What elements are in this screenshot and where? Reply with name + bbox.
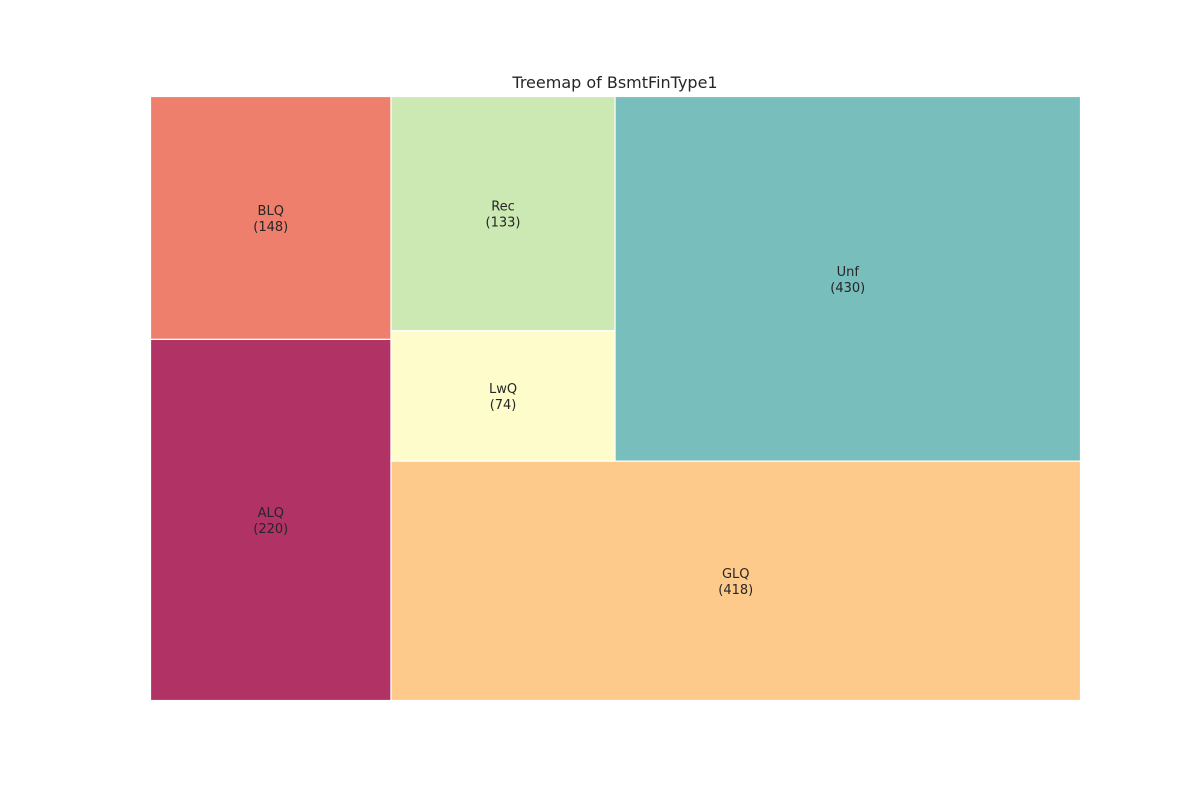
tile-value-rec: (133) <box>486 216 521 231</box>
tile-label-blq: BLQ <box>258 204 284 219</box>
tile-value-glq: (418) <box>718 583 753 598</box>
tile-label-unf: Unf <box>837 265 860 280</box>
treemap-tiles: BLQ(148) ALQ(220) Rec(133) LwQ(74) Unf(430) G… <box>149 95 1082 702</box>
tile-label-alq: ALQ <box>258 506 284 521</box>
tile-label-rec: Rec <box>491 200 515 215</box>
tile-label-glq: GLQ <box>722 567 750 582</box>
tile-unf <box>614 95 1082 462</box>
tile-blq <box>149 95 392 341</box>
tile-rec <box>390 95 616 332</box>
tile-alq <box>149 338 392 702</box>
tile-label-lwq: LwQ <box>489 382 517 397</box>
tile-lwq <box>390 330 616 462</box>
tile-value-unf: (430) <box>830 281 865 296</box>
tile-value-blq: (148) <box>253 220 288 235</box>
chart-title: Treemap of BsmtFinType1 <box>511 73 717 92</box>
tile-value-alq: (220) <box>253 522 288 537</box>
tile-value-lwq: (74) <box>490 398 517 413</box>
tile-glq <box>390 460 1082 702</box>
